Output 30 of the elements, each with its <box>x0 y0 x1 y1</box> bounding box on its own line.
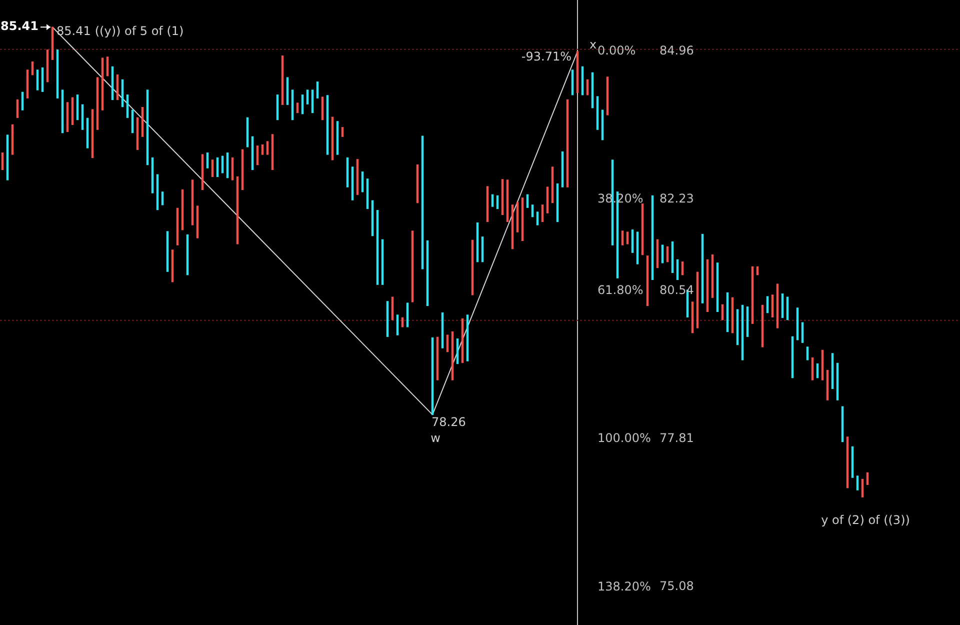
bar <box>306 90 309 104</box>
y2-tick-label: 138.20% <box>598 579 651 594</box>
y2-tick-label: 100.00% <box>598 431 651 446</box>
bar <box>546 186 549 214</box>
y2-tick-label: 61.80% <box>598 283 644 298</box>
annotation: ((y)) of 5 of (1) <box>94 24 184 38</box>
bar <box>806 346 809 360</box>
data-label: 78.26 <box>432 414 466 429</box>
bar <box>536 212 539 226</box>
bar <box>36 70 39 90</box>
bar <box>801 322 804 343</box>
bar <box>396 314 399 336</box>
data-label: 85.41 <box>0 19 38 34</box>
annotation: w <box>430 430 441 445</box>
y-tick-label: 77.81 <box>660 431 694 446</box>
y-tick-label: 80.54 <box>660 283 694 298</box>
bar <box>341 127 344 137</box>
annotation: x <box>590 38 597 52</box>
annotation: 85.41 <box>56 24 91 38</box>
annotation: -93.71% <box>521 50 572 64</box>
annotation: y of (2) of ((3)) <box>821 513 910 528</box>
bar <box>266 141 269 155</box>
y2-tick-label: 0.00% <box>598 44 636 58</box>
y-tick-label: 82.23 <box>660 192 694 206</box>
bar <box>626 232 629 244</box>
bar <box>621 230 624 246</box>
y-tick-label: 84.96 <box>660 44 694 58</box>
bar <box>856 476 859 490</box>
bar <box>206 152 209 168</box>
y-tick-label: 75.08 <box>660 579 694 594</box>
